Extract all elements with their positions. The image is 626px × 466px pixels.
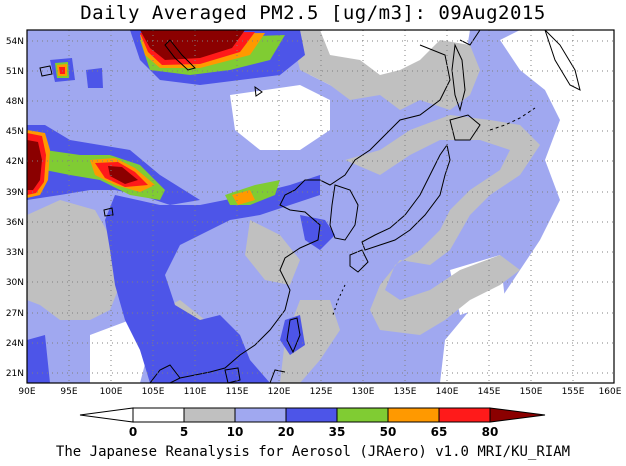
lon-label: 160E [599, 387, 622, 397]
field-white-mongolia [230, 85, 330, 150]
map-frame [26, 29, 615, 384]
colorbar-label: 20 [278, 425, 295, 439]
field-blue-taiwan [280, 315, 305, 355]
lon-label: 100E [100, 387, 123, 397]
lat-label: 54N [6, 37, 24, 47]
lat-label: 48N [6, 97, 24, 107]
colorbar-bin [387, 407, 440, 423]
coast-lake-spot2 [39, 65, 53, 77]
lon-label: 125E [310, 387, 333, 397]
map-title: Daily Averaged PM2.5 [ug/m3]: 09Aug2015 [80, 2, 546, 24]
coast-hainan [224, 367, 241, 383]
lat-label: 42N [6, 157, 24, 167]
footer-credit: The Japanese Reanalysis for Aerosol (JRA… [55, 444, 571, 460]
colorbar-bin [183, 407, 236, 423]
coast-vietnam [149, 364, 181, 383]
field-grey-ocean [345, 115, 540, 335]
colorbar-label: 80 [482, 425, 499, 439]
field-blue-yellowsea [300, 215, 335, 250]
coast-philippines [269, 369, 286, 383]
colorbar-labels: 0 5 10 20 35 50 65 80 [129, 425, 499, 439]
colorbar-bin [438, 407, 491, 423]
coast-china-korea [169, 44, 451, 383]
coast-ryukyu [332, 284, 346, 316]
coast-lake-baikal [164, 39, 196, 71]
colorbar-label: 10 [227, 425, 244, 439]
colorbar-bin [132, 407, 185, 423]
coast-taiwan [286, 317, 301, 354]
lon-label: 135E [394, 387, 417, 397]
field-blue-spot2 [86, 68, 103, 88]
lon-axis: 90E 95E 100E 105E 110E 115E 120E 125E 13… [18, 387, 621, 397]
colorbar-arrow-high [489, 407, 546, 423]
lon-label: 110E [184, 387, 207, 397]
colorbar-label: 65 [431, 425, 448, 439]
lon-label: 120E [268, 387, 291, 397]
field-blue-south [27, 335, 50, 383]
lat-label: 36N [6, 218, 24, 228]
lat-axis: 54N 51N 48N 45N 42N 39N 36N 33N 30N 27N … [6, 37, 24, 379]
lon-label: 145E [478, 387, 501, 397]
coast-sakhalin [451, 43, 466, 112]
colorbar-label: 50 [380, 425, 397, 439]
coast-korea [329, 184, 359, 241]
lon-label: 90E [18, 387, 35, 397]
lon-label: 95E [60, 387, 77, 397]
field-grey-tibet [27, 200, 120, 320]
lon-label: 150E [520, 387, 543, 397]
colorbar-arrow-low [79, 407, 134, 423]
lat-label: 21N [6, 369, 24, 379]
lon-label: 140E [436, 387, 459, 397]
colorbar-label: 5 [180, 425, 188, 439]
field-darkred-north [140, 30, 245, 60]
coast-japan-kyushu [349, 249, 369, 273]
coast-japan-hokkaido [449, 114, 481, 141]
lat-label: 27N [6, 309, 24, 319]
field-blue-main [105, 175, 320, 383]
lat-label: 24N [6, 339, 24, 349]
coast-okhotsk [459, 30, 481, 46]
colorbar-bin [234, 407, 287, 423]
lon-label: 155E [562, 387, 585, 397]
field-darkred-west [27, 140, 42, 190]
field-orange-east [232, 190, 255, 205]
concentration-field [27, 30, 614, 383]
field-white-pacific [440, 30, 614, 383]
lat-label: 33N [6, 248, 24, 258]
colorbar-bin [336, 407, 389, 423]
lon-label: 130E [352, 387, 375, 397]
lat-label: 30N [6, 278, 24, 288]
coast-lake-spot [103, 207, 114, 217]
coast-kamchatka [544, 30, 581, 91]
field-darkred-center [108, 166, 138, 184]
lon-label: 115E [226, 387, 249, 397]
colorbar-label: 0 [129, 425, 137, 439]
colorbar-label: 35 [329, 425, 346, 439]
lat-label: 51N [6, 67, 24, 77]
coast-yellowsea-island [254, 85, 263, 97]
lon-label: 105E [142, 387, 165, 397]
coast-kurils [489, 107, 536, 131]
lat-label: 39N [6, 188, 24, 198]
colorbar [79, 407, 546, 423]
colorbar-bin [285, 407, 338, 423]
lat-label: 45N [6, 127, 24, 137]
